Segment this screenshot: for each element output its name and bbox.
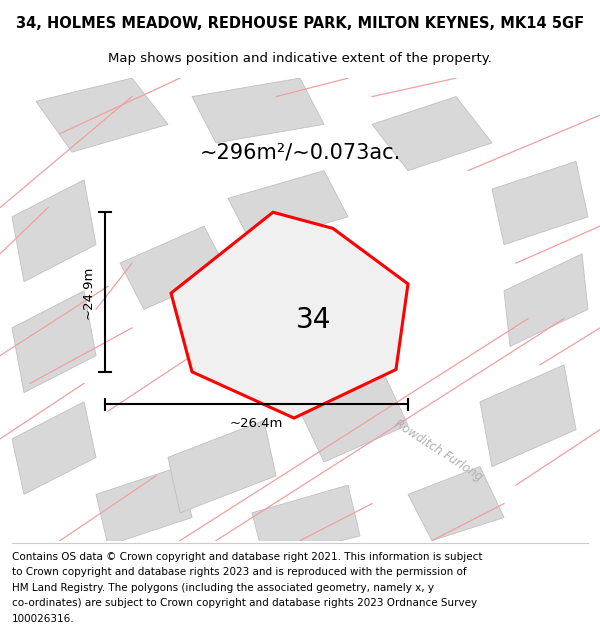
Polygon shape [171, 213, 408, 418]
Polygon shape [408, 467, 504, 541]
Polygon shape [12, 402, 96, 494]
Text: to Crown copyright and database rights 2023 and is reproduced with the permissio: to Crown copyright and database rights 2… [12, 568, 467, 578]
Text: Map shows position and indicative extent of the property.: Map shows position and indicative extent… [108, 52, 492, 65]
Polygon shape [192, 78, 324, 143]
Polygon shape [168, 421, 276, 513]
Polygon shape [480, 365, 576, 467]
Text: ~26.4m: ~26.4m [230, 417, 283, 430]
Polygon shape [372, 97, 492, 171]
Text: 34, HOLMES MEADOW, REDHOUSE PARK, MILTON KEYNES, MK14 5GF: 34, HOLMES MEADOW, REDHOUSE PARK, MILTON… [16, 16, 584, 31]
Polygon shape [492, 161, 588, 244]
Text: Rowditch Furlong: Rowditch Furlong [392, 417, 484, 484]
Polygon shape [300, 374, 408, 462]
Polygon shape [12, 291, 96, 392]
Polygon shape [36, 78, 168, 152]
Text: ~24.9m: ~24.9m [82, 266, 95, 319]
Polygon shape [120, 226, 228, 309]
Polygon shape [504, 254, 588, 346]
Text: 100026316.: 100026316. [12, 614, 74, 624]
Text: 34: 34 [296, 306, 331, 334]
Text: HM Land Registry. The polygons (including the associated geometry, namely x, y: HM Land Registry. The polygons (includin… [12, 582, 434, 592]
Polygon shape [252, 485, 360, 559]
Text: Contains OS data © Crown copyright and database right 2021. This information is : Contains OS data © Crown copyright and d… [12, 552, 482, 562]
Polygon shape [12, 180, 96, 282]
Text: co-ordinates) are subject to Crown copyright and database rights 2023 Ordnance S: co-ordinates) are subject to Crown copyr… [12, 598, 477, 608]
Polygon shape [228, 171, 348, 244]
Polygon shape [96, 467, 192, 545]
Text: ~296m²/~0.073ac.: ~296m²/~0.073ac. [199, 142, 401, 162]
